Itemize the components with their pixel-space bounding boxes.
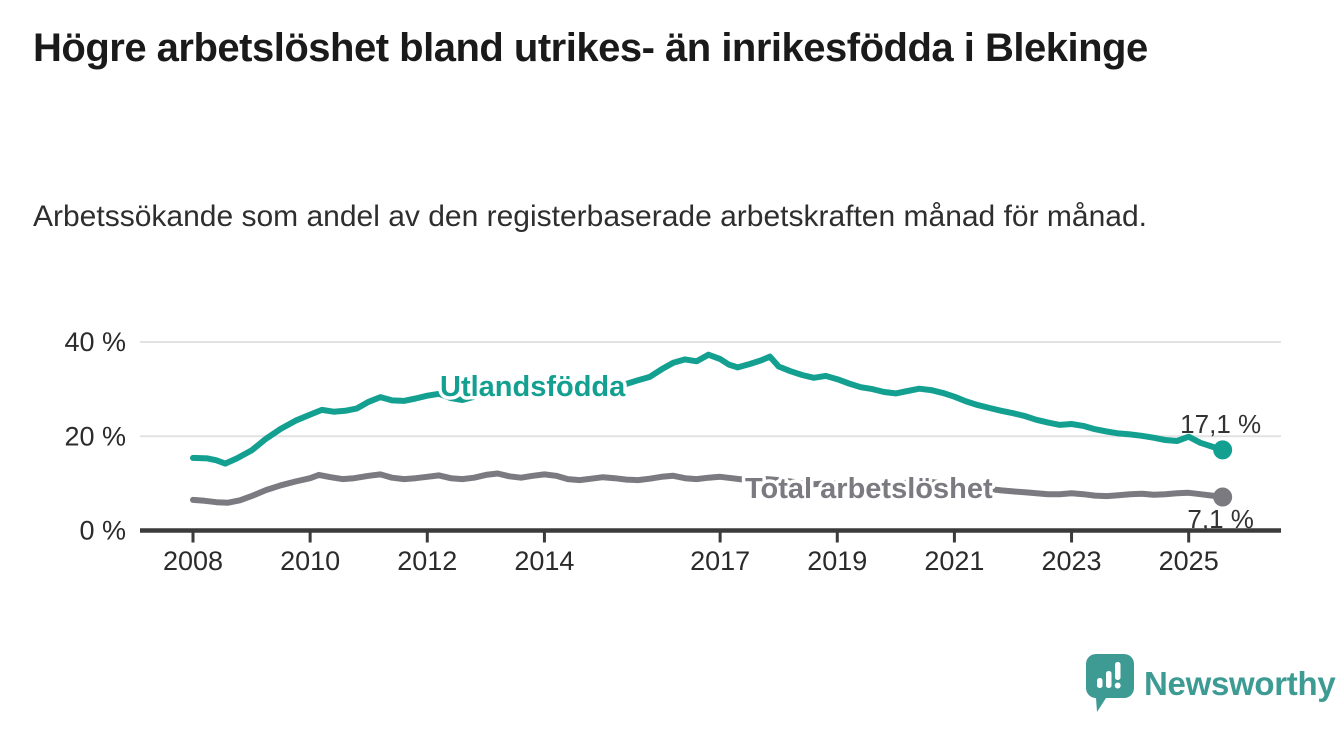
- line-chart: 0 % 20 % 40 % 2008 2010 2012 2014 2017 2019 2021 2…: [0, 318, 1340, 603]
- series-label-utlandsfodda: Utlandsfödda: [440, 371, 626, 403]
- series-line-utlandsfodda: [190, 351, 1226, 467]
- series-end-dot: [1213, 487, 1233, 507]
- series-end-dot: [1213, 440, 1233, 460]
- x-tick-label: 2014: [514, 546, 574, 576]
- y-tick-label: 40 %: [64, 327, 126, 357]
- newsworthy-wordmark: Newsworthy: [1144, 665, 1336, 702]
- newsworthy-logo: Newsworthy: [1086, 654, 1336, 714]
- x-tick-label: 2017: [690, 546, 750, 576]
- page-title: Högre arbetslöshet bland utrikes- än inr…: [33, 26, 1148, 70]
- series-end-label: 7,1 %: [1187, 504, 1254, 534]
- series-label-total: Total arbetslöshet: [745, 473, 993, 505]
- x-tick-label: 2025: [1159, 546, 1219, 576]
- x-tick-label: 2021: [924, 546, 984, 576]
- series-end-label: 17,1 %: [1180, 409, 1261, 439]
- y-tick-label: 20 %: [64, 421, 126, 451]
- x-tick-label: 2023: [1042, 546, 1102, 576]
- line-chart-canvas: 0 % 20 % 40 % 2008 2010 2012 2014 2017 2019 2021 2…: [64, 327, 1281, 576]
- y-tick-label: 0 %: [79, 516, 126, 546]
- bar-chart-speech-bubble-icon: [1086, 654, 1134, 712]
- x-tick-label: 2012: [397, 546, 457, 576]
- x-tick-label: 2019: [807, 546, 867, 576]
- x-tick-label: 2010: [280, 546, 340, 576]
- series-line-total: [190, 470, 1226, 506]
- x-tick-label: 2008: [163, 546, 223, 576]
- chart-subtitle: Arbetssökande som andel av den registerb…: [33, 200, 1147, 233]
